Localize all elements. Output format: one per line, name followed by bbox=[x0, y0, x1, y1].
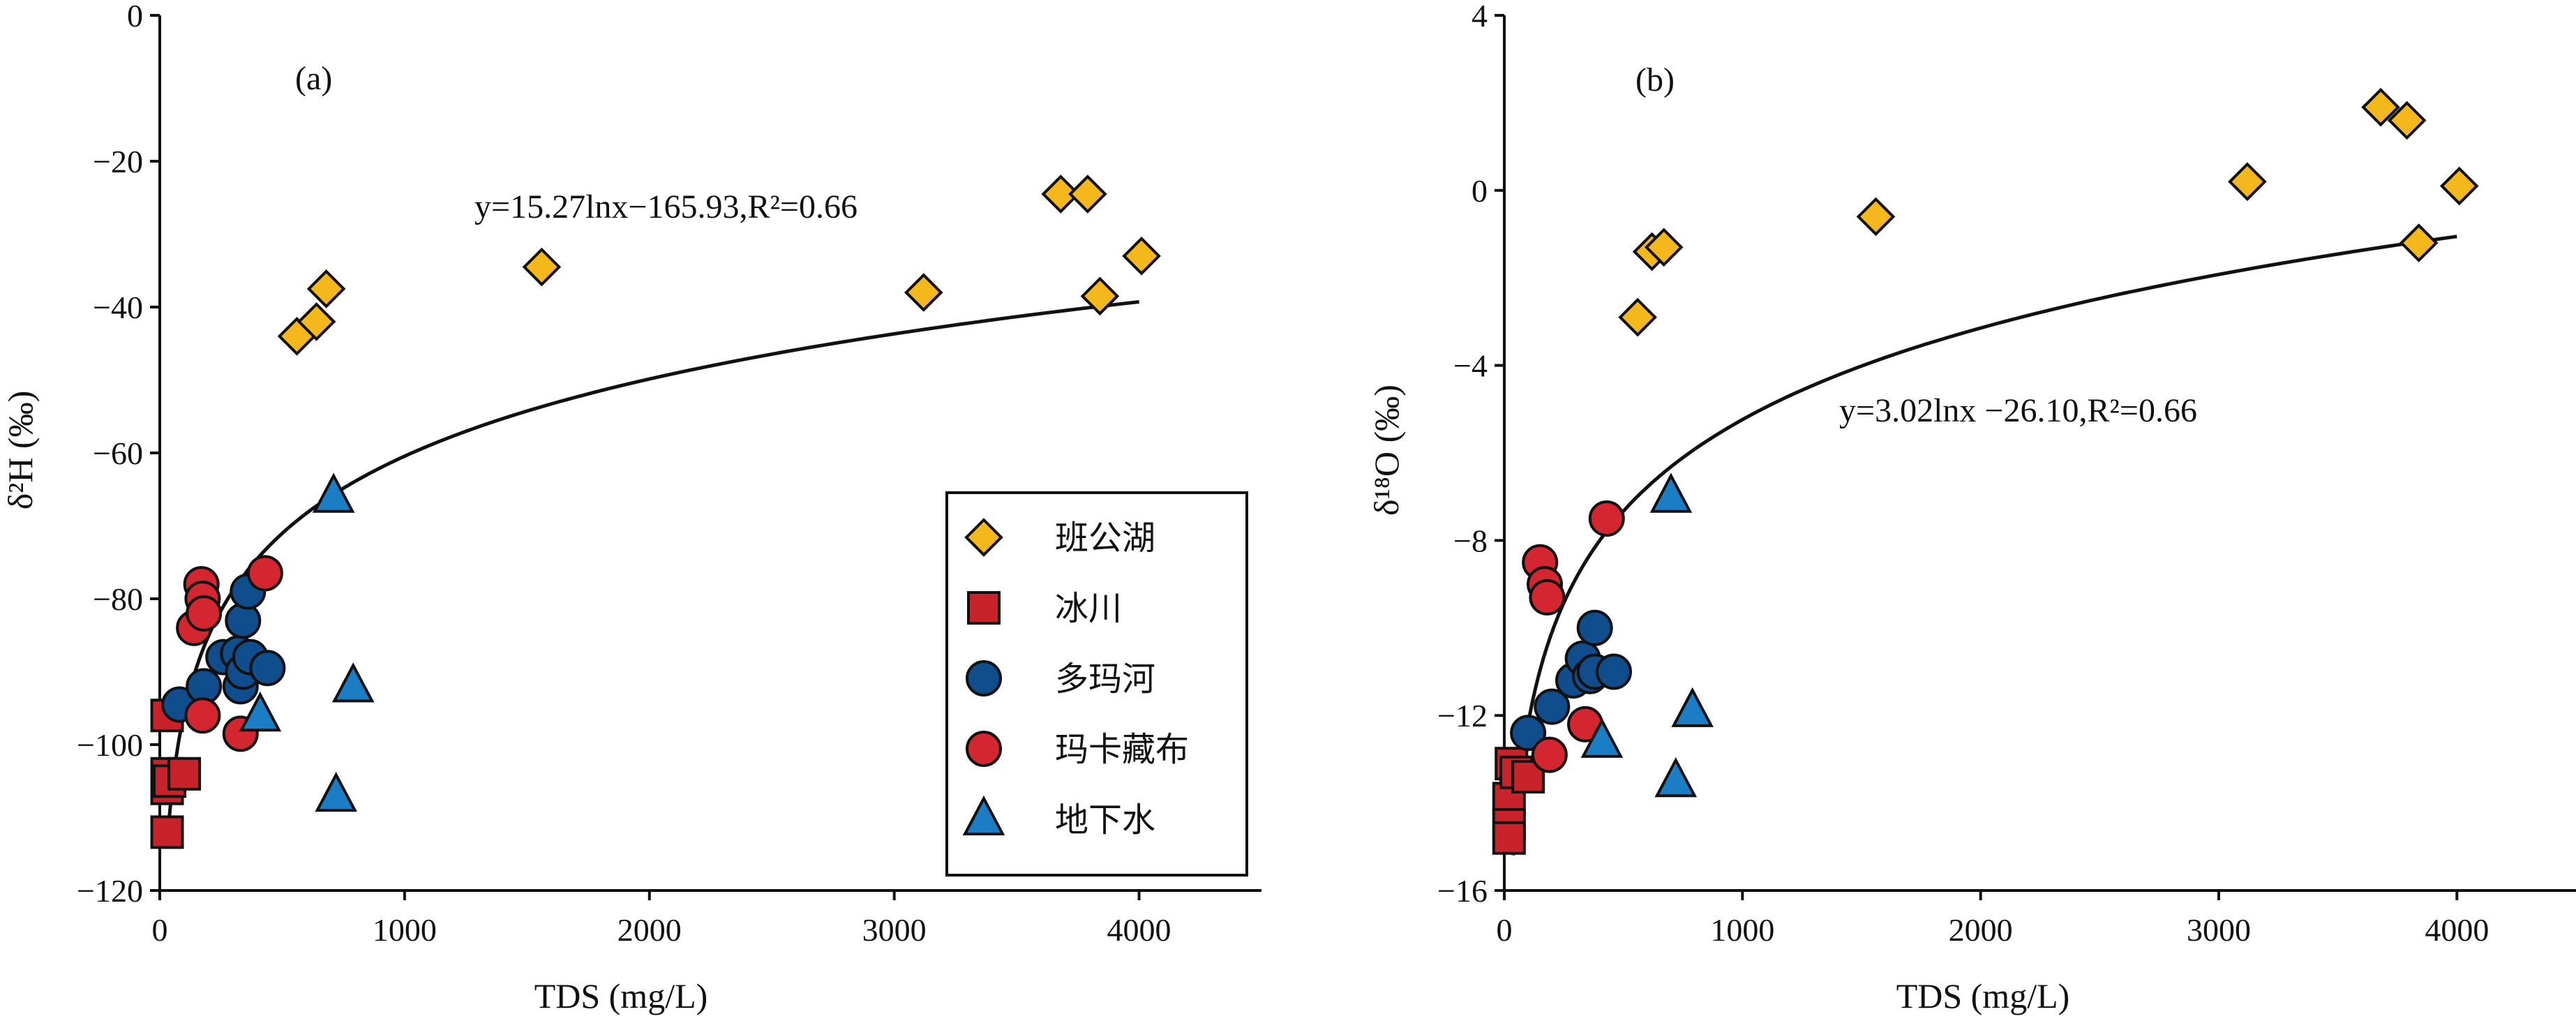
legend-diamond-marker bbox=[964, 518, 1003, 557]
panel-b-point-diamond bbox=[1644, 228, 1684, 267]
panel-a-y-tick-label: −40 bbox=[93, 290, 143, 325]
legend-square-marker bbox=[967, 591, 1001, 625]
panel-a-point-square bbox=[150, 815, 184, 849]
panel-b-x-tick-label: 0 bbox=[1497, 912, 1513, 948]
panel-b-point-triangle bbox=[1671, 687, 1714, 727]
panel-b-y-tick-label: −8 bbox=[1453, 523, 1488, 558]
panel-a-y-tick-label: −120 bbox=[77, 873, 143, 909]
panel-a-y-tick-label: −60 bbox=[93, 435, 143, 471]
panel-a-point-diamond bbox=[1041, 174, 1081, 214]
panel-b-point-diamond bbox=[2228, 162, 2267, 202]
panel-b-point-circle bbox=[1529, 579, 1566, 616]
panel-a-point-diamond bbox=[904, 273, 943, 312]
legend-circle-marker bbox=[966, 731, 1002, 767]
panel-a-y-tick-label: −100 bbox=[77, 727, 143, 763]
panel-b-point-circle bbox=[1576, 609, 1613, 646]
panel-b-point-diamond bbox=[2361, 87, 2400, 127]
legend-entry-label: 班公湖 bbox=[1055, 519, 1155, 558]
panel-b-point-circle bbox=[1510, 715, 1547, 752]
panel-a-x-tick-label: 1000 bbox=[373, 912, 437, 948]
panel-b-point-triangle bbox=[1649, 472, 1693, 513]
legend-entry-label: 玛卡藏布 bbox=[1055, 730, 1189, 769]
panel-b-y-axis-title: δ¹⁸O (‰) bbox=[1367, 385, 1406, 516]
panel-a-point-square bbox=[167, 757, 202, 791]
panel-b-equation: y=3.02lnx −26.10,R²=0.66 bbox=[1839, 392, 2197, 429]
panel-a-point-triangle bbox=[239, 691, 282, 732]
panel-b-point-square bbox=[1492, 821, 1526, 855]
panel-a-point-triangle bbox=[312, 472, 355, 513]
panel-b-y-tick-label: 4 bbox=[1472, 0, 1488, 33]
panel-a-y-axis-title: δ²H (‰) bbox=[1, 391, 40, 509]
panel-b-point-triangle bbox=[1654, 757, 1698, 798]
panel-a-point-circle bbox=[186, 595, 223, 632]
panel-b-y-tick-label: −4 bbox=[1453, 348, 1488, 384]
panel-b-point-circle bbox=[1534, 688, 1571, 725]
panel-a-label: (a) bbox=[295, 60, 332, 97]
panel-b-x-axis-title: TDS (mg/L) bbox=[1896, 976, 2070, 1015]
panel-b-point-circle bbox=[1596, 653, 1633, 690]
legend-entry-label: 地下水 bbox=[1055, 800, 1155, 840]
panel-b-chart: 0 1000 2000 3000 4000 4 0 −4 −8 −12 −16 (b) y=3.02… bbox=[1367, 0, 2576, 1015]
panel-b-y-tick-label: 0 bbox=[1472, 173, 1488, 209]
panel-b-point-diamond bbox=[2399, 223, 2439, 262]
panel-a-y-tick-label: −80 bbox=[93, 581, 143, 617]
panel-b-point-circle bbox=[1588, 500, 1625, 537]
panel-b-x-tick-label: 4000 bbox=[2425, 912, 2489, 948]
panel-b-y-tick-label: −12 bbox=[1437, 698, 1488, 733]
panel-b-y-tick-label: −16 bbox=[1437, 873, 1488, 909]
panel-b-point-triangle bbox=[1580, 717, 1624, 758]
panel-a-y-tick-label: −20 bbox=[93, 144, 143, 179]
panel-a-point-diamond bbox=[306, 269, 346, 308]
panel-b-point-diamond bbox=[2387, 100, 2427, 140]
panel-b-x-tick-label: 1000 bbox=[1710, 912, 1774, 948]
panel-a-point-triangle bbox=[315, 771, 357, 812]
panel-b-x-tick-label: 3000 bbox=[2187, 912, 2251, 948]
panel-b-point-diamond bbox=[2439, 166, 2479, 206]
panel-a-x-tick-label: 0 bbox=[152, 912, 168, 948]
panel-b-fit-curve bbox=[1511, 234, 2457, 856]
panel-a-x-tick-label: 4000 bbox=[1107, 912, 1171, 948]
panel-a-y-tick-label: 0 bbox=[127, 0, 143, 33]
panel-b-point-circle bbox=[1531, 736, 1568, 773]
panel-b-point-diamond bbox=[1618, 297, 1657, 337]
panel-b-x-tick-label: 2000 bbox=[1949, 912, 2013, 948]
panel-a-point-circle bbox=[246, 555, 283, 592]
panel-a-point-diamond bbox=[522, 247, 562, 287]
legend-entry-label: 冰川 bbox=[1055, 589, 1122, 628]
panel-a-point-diamond bbox=[297, 302, 336, 341]
panel-a-x-axis-title: TDS (mg/L) bbox=[534, 976, 708, 1015]
panel-a-x-tick-label: 3000 bbox=[862, 912, 927, 948]
legend-entry-label: 多玛河 bbox=[1055, 659, 1155, 699]
panel-a-x-tick-label: 2000 bbox=[617, 912, 682, 948]
panel-a-point-circle bbox=[184, 697, 221, 734]
legend-circle-marker bbox=[966, 660, 1002, 696]
panel-a-equation: y=15.27lnx−165.93,R²=0.66 bbox=[474, 188, 858, 225]
panel-b-marks: 0 1000 2000 3000 4000 4 0 −4 −8 −12 −16 bbox=[1437, 0, 2576, 948]
panel-a-point-diamond bbox=[1068, 174, 1107, 214]
panel-a-point-triangle bbox=[331, 662, 375, 703]
panel-a-marks: 0 1000 2000 3000 4000 0 −20 −40 −60 −80 −100 −120 bbox=[77, 0, 1261, 948]
legend-triangle-marker bbox=[962, 795, 1005, 835]
panel-a-point-circle bbox=[249, 650, 286, 687]
panel-b-point-diamond bbox=[1856, 197, 1896, 237]
panel-a-point-diamond bbox=[1080, 276, 1120, 316]
panel-a-chart: 0 1000 2000 3000 4000 0 −20 −40 −60 −80 −100 −120 (… bbox=[1, 0, 1261, 1015]
panel-a-point-diamond bbox=[1122, 237, 1161, 276]
panel-b-label: (b) bbox=[1635, 61, 1675, 98]
